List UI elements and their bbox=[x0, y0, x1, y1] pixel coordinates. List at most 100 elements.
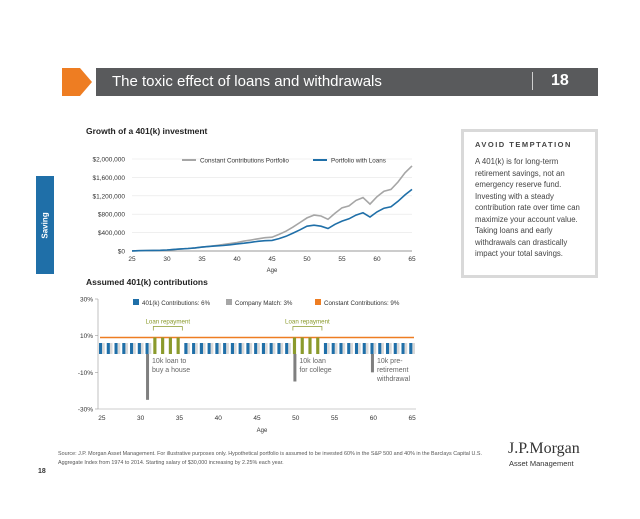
legend-label: Company Match: 3% bbox=[235, 300, 293, 307]
x-tick-label: 60 bbox=[373, 256, 381, 263]
jpmorgan-logo: J.P.Morgan bbox=[508, 440, 580, 457]
series-line-loans bbox=[131, 188, 413, 252]
contribution-bar bbox=[261, 343, 266, 354]
withdrawal-label: for college bbox=[299, 367, 331, 374]
legend-label: Constant Contributions: 9% bbox=[324, 300, 400, 307]
loan-repayment-bar bbox=[308, 337, 312, 354]
company-match-bar bbox=[288, 343, 291, 354]
x-tick-label: 65 bbox=[408, 256, 416, 263]
withdrawal-bar bbox=[293, 354, 297, 382]
company-match-bar bbox=[404, 343, 408, 354]
company-match-bar bbox=[117, 343, 121, 354]
x-tick-label: 25 bbox=[128, 256, 136, 263]
contribution-bar bbox=[238, 343, 242, 354]
company-match-bar bbox=[195, 343, 198, 354]
contribution-bar bbox=[362, 343, 366, 354]
contribution-bar bbox=[99, 343, 103, 354]
header-chevron-icon bbox=[62, 68, 92, 96]
company-match-bar bbox=[125, 343, 129, 354]
x-axis-label: Age bbox=[267, 268, 278, 274]
company-match-bar bbox=[234, 343, 237, 354]
company-match-bar bbox=[109, 343, 113, 354]
x-tick-label: 50 bbox=[303, 256, 311, 263]
contribution-bar bbox=[184, 343, 188, 354]
contribution-bar bbox=[331, 343, 335, 354]
company-match-bar bbox=[226, 343, 229, 354]
contribution-bar bbox=[323, 343, 328, 354]
contribution-bar bbox=[378, 343, 382, 354]
company-match-bar bbox=[350, 343, 353, 354]
contribution-bar bbox=[192, 343, 196, 354]
legend-swatch bbox=[133, 299, 139, 305]
contribution-bar bbox=[199, 343, 203, 354]
legend-label: Constant Contributions Portfolio bbox=[200, 158, 289, 165]
company-match-bar bbox=[249, 343, 253, 354]
loan-bracket bbox=[292, 326, 323, 331]
header-divider bbox=[532, 72, 533, 90]
x-tick-label: 40 bbox=[233, 256, 241, 263]
loan-repayment-bar bbox=[153, 337, 157, 354]
loan-repayment-bar bbox=[316, 337, 320, 354]
header-page-number: 18 bbox=[551, 72, 569, 89]
company-match-bar bbox=[334, 343, 338, 354]
company-match-bar bbox=[358, 343, 361, 354]
company-match-bar bbox=[327, 343, 330, 354]
y-tick-label: 30% bbox=[80, 297, 93, 304]
x-tick-label: 30 bbox=[137, 415, 145, 422]
contribution-bar bbox=[409, 343, 413, 354]
y-tick-label: $2,000,000 bbox=[92, 157, 125, 164]
loan-repayment-bar bbox=[292, 337, 297, 354]
sidebar-heading: AVOID TEMPTATION bbox=[475, 140, 572, 149]
x-tick-label: 45 bbox=[253, 415, 261, 422]
loan-repayment-bar bbox=[176, 337, 180, 354]
y-tick-label: $1,600,000 bbox=[92, 175, 125, 182]
y-tick-label: 10% bbox=[80, 333, 93, 340]
contribution-bar bbox=[393, 343, 397, 354]
contribution-bar bbox=[114, 343, 118, 354]
withdrawal-label: buy a house bbox=[152, 367, 190, 374]
withdrawal-label: withdrawal bbox=[376, 376, 411, 383]
y-tick-label: $1,200,000 bbox=[92, 193, 125, 200]
sidebar-body: A 401(k) is for long-term retirement sav… bbox=[475, 157, 580, 258]
loan-repayment-bar bbox=[161, 337, 165, 354]
contribution-bar bbox=[130, 343, 134, 354]
y-tick-label: $400,000 bbox=[98, 230, 125, 237]
x-tick-label: 35 bbox=[198, 256, 206, 263]
contribution-bar bbox=[339, 343, 343, 354]
contribution-bar bbox=[370, 343, 374, 354]
contribution-bar bbox=[122, 343, 126, 354]
x-tick-label: 45 bbox=[268, 256, 276, 263]
page-title: The toxic effect of loans and withdrawal… bbox=[112, 73, 382, 90]
x-tick-label: 30 bbox=[163, 256, 171, 263]
loan-repayment-bar bbox=[300, 337, 304, 354]
company-match-bar bbox=[202, 343, 206, 354]
company-match-bar bbox=[210, 343, 214, 354]
company-match-bar bbox=[381, 343, 384, 354]
x-tick-label: 60 bbox=[370, 415, 378, 422]
section-tab bbox=[36, 176, 54, 274]
x-tick-label: 55 bbox=[331, 415, 339, 422]
withdrawal-label: 10k pre- bbox=[377, 358, 403, 365]
contribution-bar bbox=[277, 343, 281, 354]
contribution-bar bbox=[207, 343, 211, 354]
x-tick-label: 40 bbox=[215, 415, 223, 422]
x-tick-label: 55 bbox=[338, 256, 346, 263]
contribution-bar bbox=[230, 343, 235, 354]
company-match-bar bbox=[241, 343, 245, 354]
contribution-bar bbox=[354, 343, 359, 354]
y-tick-label: $800,000 bbox=[98, 212, 125, 219]
loan-repayment-bar bbox=[168, 337, 172, 354]
contribution-bar bbox=[269, 343, 273, 354]
contribution-bar bbox=[401, 343, 405, 354]
x-axis-label: Age bbox=[257, 428, 268, 434]
loan-repayment-label: Loan repayment bbox=[285, 319, 330, 326]
company-match-bar bbox=[365, 343, 369, 354]
contribution-bar bbox=[137, 343, 141, 354]
footer-page-number: 18 bbox=[38, 468, 46, 475]
contribution-bar bbox=[215, 343, 219, 354]
contribution-bar bbox=[106, 343, 110, 354]
company-match-bar bbox=[373, 343, 377, 354]
withdrawal-label: 10k loan to bbox=[152, 358, 186, 365]
